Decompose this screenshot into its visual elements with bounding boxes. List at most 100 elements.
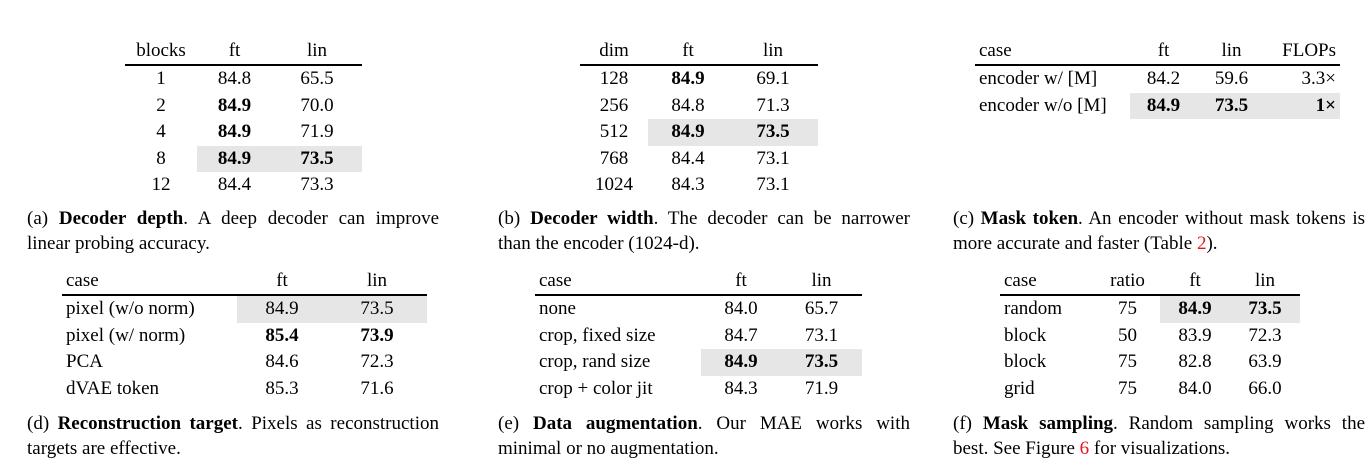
caption-text: ).: [1206, 233, 1218, 254]
cell: block: [1004, 351, 1047, 372]
table-row: encoder w/o [M] 84.9 73.5 1×: [975, 92, 1340, 119]
table-row: 768 84.4 73.1: [580, 146, 818, 173]
column-header: ft: [197, 37, 272, 66]
cell: 59.6: [1214, 68, 1249, 89]
table-row: PCA 84.6 72.3: [62, 349, 427, 376]
caption-text: (c): [953, 208, 981, 229]
header-row: case ft lin: [62, 267, 427, 296]
caption-text: . Pixels as reconstruction targets are e…: [27, 413, 439, 459]
cell: 1: [156, 68, 166, 89]
table: case ratio ft lin random 75 84.9 73.5 block 50 83.…: [1000, 267, 1300, 402]
cell: PCA: [66, 351, 103, 372]
column-header: ft: [648, 37, 728, 66]
caption: (e) Data augmentation. Our MAE works wit…: [498, 411, 910, 461]
caption-text: Decoder depth: [58, 208, 184, 229]
cell: 84.4: [217, 174, 252, 195]
caption-text: Mask sampling: [982, 413, 1114, 434]
cell: 84.9: [1160, 295, 1230, 323]
table-row: 1 84.8 65.5: [125, 65, 362, 93]
caption: (b) Decoder width. The decoder can be na…: [498, 206, 910, 256]
column-header: case: [975, 37, 1130, 66]
cell: 256: [599, 94, 629, 116]
cell: 73.1: [756, 147, 790, 169]
caption-text: Decoder width: [530, 208, 654, 229]
caption-text: (a): [27, 208, 59, 229]
column-header: case: [535, 267, 701, 296]
table: blocks ft lin 1 84.8 65.5 2 84.9 70.0 4 84.9 71.9 8 8…: [125, 37, 362, 199]
column-header: lin: [272, 37, 362, 66]
cell: 73.5: [1197, 92, 1266, 119]
table-row: block 75 82.8 63.9: [1000, 349, 1300, 376]
cell: 512: [599, 121, 629, 142]
cell: 84.9: [237, 295, 327, 323]
column-header: ft: [237, 267, 327, 296]
cell: 65.7: [804, 298, 839, 319]
cell: 69.1: [756, 68, 790, 89]
table-row: crop, rand size 84.9 73.5: [535, 349, 862, 376]
caption-text: Mask token: [980, 208, 1079, 229]
header-row: case ft lin: [535, 267, 862, 296]
column-header: blocks: [125, 37, 197, 66]
cell: 82.8: [1178, 351, 1212, 372]
table-row: 512 84.9 73.5: [580, 119, 818, 146]
cell: encoder w/ [M]: [979, 68, 1098, 89]
cell: 85.4: [265, 324, 299, 346]
caption-text: . An encoder without mask tokens is more…: [953, 208, 1365, 254]
cell: 84.7: [724, 324, 758, 346]
cell: 84.0: [1178, 377, 1212, 399]
cell: 63.9: [1248, 351, 1282, 372]
caption-text: (e): [498, 413, 533, 434]
table-row: none 84.0 65.7: [535, 295, 862, 323]
table: dim ft lin 128 84.9 69.1 256 84.8 71.3 512 84.9 73.…: [580, 37, 818, 199]
cell: 73.3: [300, 174, 334, 195]
table-row: dVAE token 85.3 71.6: [62, 376, 427, 403]
cell: 84.9: [701, 349, 781, 376]
table-row: 8 84.9 73.5: [125, 145, 362, 172]
cell: 3.3×: [1301, 68, 1336, 89]
table-row: 256 84.8 71.3: [580, 93, 818, 120]
cell: 71.9: [300, 121, 334, 142]
table-row: 2 84.9 70.0: [125, 93, 362, 120]
column-header: dim: [580, 37, 648, 66]
caption: (a) Decoder depth. A deep decoder can im…: [27, 206, 439, 256]
cell: 75: [1118, 351, 1137, 372]
table-row: block 50 83.9 72.3: [1000, 323, 1300, 350]
table: case ft lin pixel (w/o norm) 84.9 73.5 pixel (…: [62, 267, 427, 402]
cell: 8: [156, 147, 166, 169]
cell: dVAE token: [66, 377, 160, 399]
cell: 73.1: [756, 174, 790, 195]
cell: 1×: [1266, 92, 1340, 119]
table-row: crop, fixed size 84.7 73.1: [535, 323, 862, 350]
cell: 72.3: [360, 351, 394, 372]
cell: 84.4: [671, 147, 705, 169]
header-row: case ft lin FLOPs: [975, 37, 1340, 66]
column-header: lin: [327, 267, 427, 296]
cell: 73.5: [272, 145, 362, 172]
cell: 50: [1118, 324, 1137, 346]
cell: encoder w/o [M]: [979, 94, 1107, 116]
cell: 84.0: [724, 298, 758, 319]
caption-text: . Random sampling works the best. See Fi…: [953, 413, 1365, 459]
cell: 84.9: [217, 121, 252, 142]
cell: 70.0: [300, 94, 334, 116]
table-row: pixel (w/ norm) 85.4 73.9: [62, 323, 427, 350]
cell: 72.3: [1248, 324, 1282, 346]
cell: crop, fixed size: [539, 324, 656, 346]
column-header: lin: [1197, 37, 1266, 66]
table-row: 4 84.9 71.9: [125, 119, 362, 146]
caption-text: for visualizations.: [1089, 438, 1231, 459]
cell: 71.9: [804, 377, 839, 399]
table-row: pixel (w/o norm) 84.9 73.5: [62, 295, 427, 323]
column-header: lin: [728, 37, 818, 66]
cell: 4: [156, 121, 166, 142]
cell: 75: [1118, 298, 1137, 319]
caption-text: 6: [1079, 438, 1090, 459]
column-header: lin: [1230, 267, 1300, 296]
caption-text: Data augmentation: [532, 413, 698, 434]
cell: 66.0: [1248, 377, 1282, 399]
cell: 84.3: [671, 174, 705, 195]
cell: 85.3: [265, 377, 299, 399]
caption-text: . Our MAE works with minimal or no augme…: [498, 413, 910, 459]
cell: crop + color jit: [539, 377, 653, 399]
